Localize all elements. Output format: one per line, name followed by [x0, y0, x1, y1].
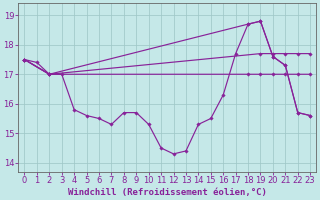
X-axis label: Windchill (Refroidissement éolien,°C): Windchill (Refroidissement éolien,°C): [68, 188, 267, 197]
